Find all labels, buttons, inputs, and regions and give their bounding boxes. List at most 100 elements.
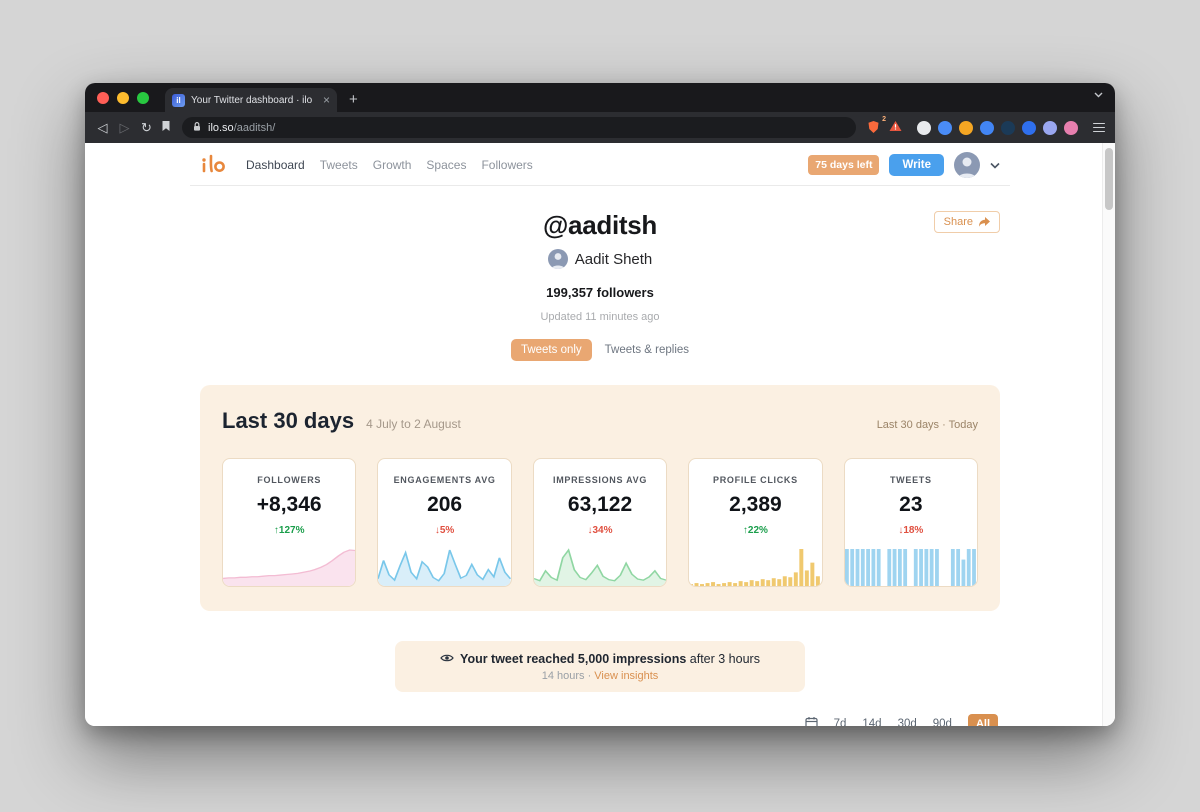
tab-close-icon[interactable]: × [322, 93, 330, 107]
browser-window: il Your Twitter dashboard · ilo × + ◁ ▷ … [85, 83, 1115, 726]
panel-range-note: Last 30 days · Today [876, 419, 978, 431]
stat-card-engagements[interactable]: ENGAGEMENTS AVG 206 ↓5% [377, 458, 512, 587]
tab-favicon-icon: il [172, 93, 185, 107]
profile-name-row: Aadit Sheth [547, 249, 653, 269]
nav-item-growth[interactable]: Growth [372, 158, 412, 172]
stat-label: FOLLOWERS [257, 475, 322, 485]
puzzle-extension-icon[interactable] [1064, 120, 1078, 135]
url-path: /aaditsh/ [233, 121, 276, 134]
forward-icon[interactable]: ▷ [119, 120, 130, 135]
updated-timestamp: Updated 11 minutes ago [540, 311, 660, 323]
window-controls [97, 92, 149, 104]
account-menu-chevron-icon[interactable] [990, 156, 1000, 174]
shield-icon[interactable]: 2 [867, 116, 886, 135]
tab-strip: il Your Twitter dashboard · ilo × + [85, 83, 1115, 112]
address-bar[interactable]: ilo.so/aaditsh/ [182, 117, 856, 138]
banner-text: Your tweet reached 5,000 impressions aft… [460, 652, 760, 666]
stat-delta: ↓5% [434, 525, 455, 536]
warning-icon[interactable] [889, 119, 902, 137]
back-icon[interactable]: ◁ [97, 120, 108, 135]
extension-icon-3[interactable] [959, 120, 973, 135]
zoom-window-button[interactable] [137, 92, 149, 104]
profile-clicks-sparkline [689, 546, 821, 586]
stat-cards: FOLLOWERS +8,346 ↑127% ENGAGEMENTS AVG 2… [222, 458, 979, 587]
banner-text-bold: Your tweet reached 5,000 impressions [460, 652, 687, 666]
reload-icon[interactable]: ↻ [141, 120, 152, 135]
stat-label: TWEETS [889, 475, 932, 485]
profile-section: Share @aaditsh Aadit Sheth 199,357 follo… [200, 210, 1000, 323]
range-option-30d[interactable]: 30d [897, 718, 917, 726]
bookmark-icon[interactable] [161, 119, 171, 137]
range-option-90d[interactable]: 90d [932, 718, 952, 726]
extension-icon-4[interactable] [980, 120, 994, 135]
site-header: Dashboard Tweets Growth Spaces Followers… [200, 143, 1000, 185]
stat-delta: ↓34% [587, 525, 613, 536]
stat-delta: ↑22% [742, 525, 768, 536]
followers-sparkline [223, 546, 356, 586]
scrollbar-thumb[interactable] [1105, 148, 1113, 210]
close-window-button[interactable] [97, 92, 109, 104]
profile-mini-avatar [547, 249, 568, 269]
toggle-tweets-only[interactable]: Tweets only [510, 339, 592, 361]
followers-count: 199,357 followers [546, 285, 654, 300]
browser-toolbar: ◁ ▷ ↻ ilo.so/aaditsh/ 2 [85, 112, 1115, 143]
nav-item-tweets[interactable]: Tweets [319, 158, 358, 172]
nav-item-spaces[interactable]: Spaces [426, 158, 467, 172]
url-text: ilo.so/aaditsh/ [208, 122, 275, 134]
stat-value: +8,346 [256, 493, 322, 516]
stat-value: 206 [427, 493, 463, 516]
eye-icon [440, 652, 454, 666]
nav-item-dashboard[interactable]: Dashboard [246, 158, 305, 172]
insight-banner: Your tweet reached 5,000 impressions aft… [395, 641, 805, 692]
calendar-icon[interactable] [804, 716, 818, 726]
url-domain: ilo.so [208, 121, 234, 134]
page-scrollbar[interactable] [1102, 143, 1115, 726]
write-button[interactable]: Write [889, 154, 944, 176]
profile-handle: @aaditsh [543, 210, 657, 240]
range-option-14d[interactable]: 14d [862, 718, 882, 726]
share-button[interactable]: Share [933, 211, 1000, 233]
stat-card-tweets[interactable]: TWEETS 23 ↓18% [843, 458, 979, 587]
stat-value: 23 [899, 493, 923, 516]
user-avatar[interactable] [954, 152, 980, 178]
primary-nav: Dashboard Tweets Growth Spaces Followers [246, 158, 533, 172]
tab-search-chevron-icon[interactable] [1094, 85, 1103, 103]
stat-value: 63,122 [567, 493, 633, 516]
shield-badge: 2 [882, 116, 886, 123]
nav-item-followers[interactable]: Followers [481, 158, 533, 172]
minimize-window-button[interactable] [117, 92, 129, 104]
stat-label: IMPRESSIONS AVG [553, 475, 648, 485]
stat-card-impressions[interactable]: IMPRESSIONS AVG 63,122 ↓34% [532, 458, 668, 587]
stat-card-followers[interactable]: FOLLOWERS +8,346 ↑127% [222, 458, 357, 587]
range-option-7d[interactable]: 7d [833, 718, 847, 726]
extension-icon-5[interactable] [1001, 120, 1015, 135]
banner-meta: 14 hours · [541, 670, 595, 682]
ilo-logo[interactable] [200, 153, 226, 177]
stats-panel: Last 30 days 4 July to 2 August Last 30 … [200, 385, 1000, 611]
trial-days-badge[interactable]: 75 days left [808, 155, 880, 175]
browser-menu-icon[interactable] [1093, 122, 1105, 133]
engagements-sparkline [378, 546, 511, 586]
range-selector: 7d 14d 30d 90d All [200, 714, 1000, 726]
header-divider [190, 185, 1010, 186]
stat-label: PROFILE CLICKS [713, 475, 798, 485]
panel-date-range: 4 July to 2 August [366, 417, 461, 431]
extension-icon-2[interactable] [938, 120, 952, 135]
extensions-row [917, 120, 1078, 135]
extension-icon-6[interactable] [1022, 120, 1036, 135]
new-tab-button[interactable]: + [349, 91, 358, 108]
profile-name: Aadit Sheth [574, 250, 653, 268]
stat-label: ENGAGEMENTS AVG [393, 475, 496, 485]
extension-icon-1[interactable] [917, 120, 931, 135]
browser-tab[interactable]: il Your Twitter dashboard · ilo × [165, 88, 337, 112]
range-option-all[interactable]: All [967, 714, 998, 726]
tab-title: Your Twitter dashboard · ilo [191, 94, 313, 106]
tweets-sparkline [844, 546, 977, 586]
toggle-tweets-replies[interactable]: Tweets & replies [604, 344, 690, 356]
extension-icon-7[interactable] [1043, 120, 1057, 135]
page-content: Dashboard Tweets Growth Spaces Followers… [85, 143, 1115, 726]
view-insights-link[interactable]: View insights [594, 670, 659, 682]
share-arrow-icon [979, 217, 990, 227]
stat-card-profile-clicks[interactable]: PROFILE CLICKS 2,389 ↑22% [688, 458, 823, 587]
lock-icon [192, 119, 202, 137]
